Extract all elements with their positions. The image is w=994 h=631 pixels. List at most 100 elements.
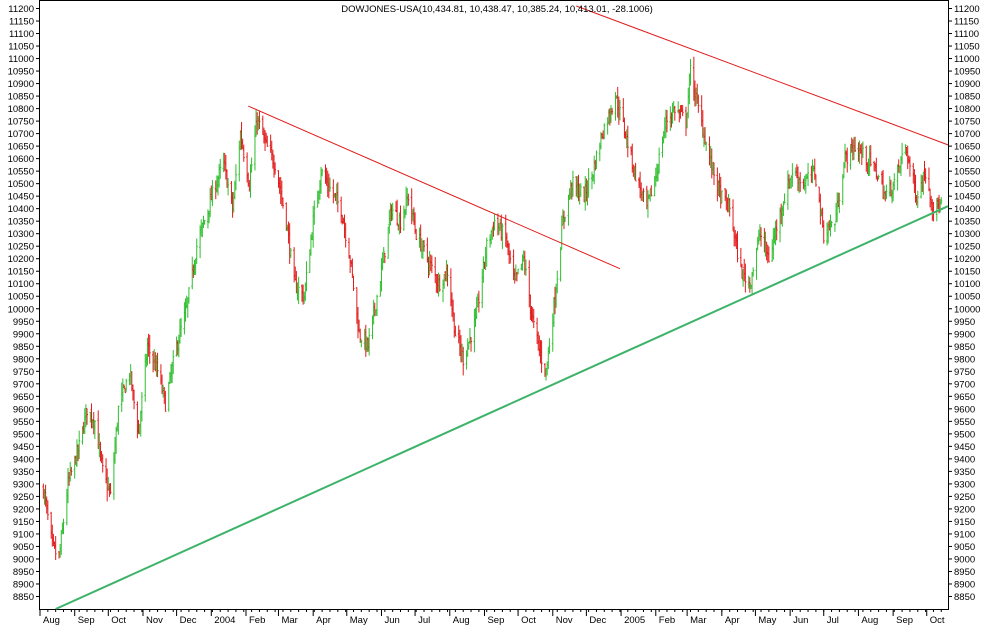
y-tick-label-left: 8900 [13,579,34,590]
y-tick-label-right: 9200 [954,504,975,515]
y-tick-label-right: 10500 [954,179,980,190]
y-tick-label-right: 10950 [954,67,980,78]
y-tick-label-left: 10100 [8,279,34,290]
x-tick-label: Aug [861,615,878,626]
x-axis: Aug Sep Oct Nov Dec 2004 Feb Mar Apr May Jun Jul Aug… [39,609,945,626]
y-tick-label-right: 9300 [954,479,975,490]
x-tick-label: Jul [418,615,430,626]
y-tick-label-right: 10750 [954,117,980,128]
y-tick-label-right: 11150 [954,17,979,28]
y-tick-label-left: 10600 [8,154,34,165]
y-tick-label-right: 9050 [954,542,975,553]
y-tick-label-left: 10300 [8,229,34,240]
y-tick-label-right: 10150 [954,267,980,278]
x-tick-label: May [758,615,776,626]
y-tick-label-right: 9450 [954,442,975,453]
y-tick-label-left: 11100 [9,29,34,40]
y-tick-label-right: 9350 [954,467,975,478]
x-tick-label: Feb [249,615,265,626]
x-tick-label: Apr [316,615,331,626]
y-tick-label-left: 9000 [13,554,34,565]
y-tick-label-left: 10900 [8,79,34,90]
y-tick-label-left: 9700 [13,379,34,390]
y-tick-label-left: 9100 [13,529,34,540]
x-tick-label: Nov [146,615,163,626]
y-tick-label-right: 10650 [954,142,980,153]
y-tick-label-left: 10200 [8,254,34,265]
chart-title: DOWJONES-USA(10,434.81, 10,438.47, 10,38… [341,4,653,15]
y-tick-label-right: 9800 [954,354,975,365]
y-tick-label-left: 9300 [13,479,34,490]
y-tick-label-left: 10650 [8,142,34,153]
x-tick-label: Oct [111,615,126,626]
y-tick-label-right: 9400 [954,454,975,465]
y-tick-label-right: 10450 [954,192,980,203]
y-tick-label-left: 10750 [8,117,34,128]
x-tick-label: Oct [930,615,945,626]
y-tick-label-left: 10550 [8,167,34,178]
x-tick-label: May [350,615,368,626]
y-tick-label-right: 10050 [954,292,980,303]
y-tick-label-left: 10350 [8,217,34,228]
x-tick-label: 2005 [624,615,645,626]
y-tick-label-left: 10250 [8,242,34,253]
y-tick-label-right: 10550 [954,167,980,178]
x-tick-label: Jun [384,615,399,626]
x-tick-label: Mar [690,615,706,626]
y-tick-label-right: 10900 [954,79,980,90]
y-tick-label-left: 10000 [8,304,34,315]
y-tick-label-right: 11000 [954,54,980,65]
y-tick-label-right: 11100 [954,29,979,40]
y-tick-label-left: 10700 [8,129,34,140]
y-tick-label-left: 9650 [13,392,34,403]
y-tick-label-left: 9050 [13,542,34,553]
y-tick-label-right: 8850 [954,592,975,603]
trendline [576,5,949,146]
y-tick-label-left: 9900 [13,329,34,340]
y-tick-label-left: 10950 [8,67,34,78]
y-tick-label-left: 9950 [13,317,34,328]
x-tick-label: Jun [793,615,808,626]
y-tick-label-left: 10800 [8,104,34,115]
y-tick-label-right: 9250 [954,492,975,503]
y-tick-label-left: 9250 [13,492,34,503]
y-tick-label-right: 10250 [954,242,980,253]
y-tick-label-left: 10400 [8,204,34,215]
y-tick-label-left: 11050 [8,42,34,53]
y-tick-label-left: 8850 [13,592,34,603]
y-tick-label-left: 9450 [13,442,34,453]
x-tick-label: Feb [659,615,675,626]
y-tick-label-right: 9750 [954,367,975,378]
trendline [248,105,621,270]
y-tick-label-left: 9600 [13,404,34,415]
x-tick-label: Aug [453,615,470,626]
y-tick-label-left: 10500 [8,179,34,190]
y-tick-label-left: 9550 [13,417,34,428]
y-tick-label-right: 9600 [954,404,975,415]
y-tick-label-left: 9350 [13,467,34,478]
y-tick-label-right: 11200 [954,4,980,15]
y-tick-label-right: 9900 [954,329,975,340]
ohlc-bars [42,56,943,561]
x-tick-label: Nov [556,615,573,626]
y-tick-label-left: 11000 [8,54,34,65]
x-tick-label: Jul [827,615,839,626]
y-tick-label-left: 11150 [9,17,34,28]
y-tick-label-left: 9150 [13,517,34,528]
x-tick-label: Sep [487,615,504,626]
y-tick-label-right: 11050 [954,42,980,53]
y-tick-label-right: 9850 [954,342,975,353]
y-tick-label-left: 8950 [13,567,34,578]
trendlines [55,5,949,610]
y-tick-label-right: 9100 [954,529,975,540]
y-tick-label-left: 9800 [13,354,34,365]
y-tick-label-right: 9650 [954,392,975,403]
plot-frame [39,0,949,610]
y-tick-label-right: 10850 [954,92,980,103]
y-tick-label-left: 9850 [13,342,34,353]
y-tick-label-left: 10050 [8,292,34,303]
y-tick-label-right: 9950 [954,317,975,328]
